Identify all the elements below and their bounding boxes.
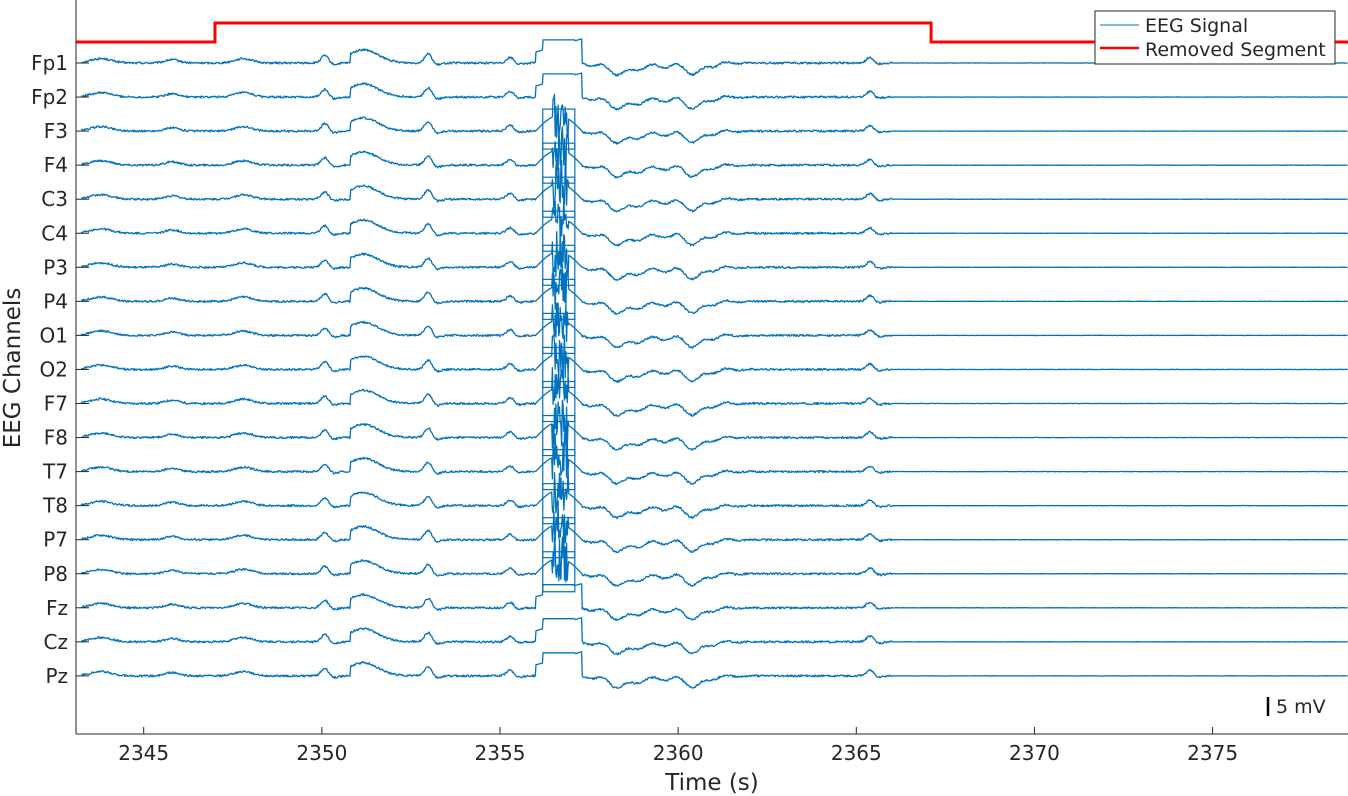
- channel-label: O2: [40, 357, 68, 381]
- eeg-trace-pz: [81, 651, 1348, 689]
- scale-bar: 5 mV: [1266, 696, 1326, 718]
- channel-label: F7: [44, 392, 68, 416]
- channel-label: Pz: [45, 664, 68, 688]
- legend-label-removed: Removed Segment: [1145, 39, 1326, 61]
- axes: [75, 0, 1348, 735]
- artifact-outline: [542, 380, 576, 423]
- x-tick-label: 2365: [831, 741, 882, 765]
- artifact-outline: [542, 176, 576, 218]
- legend-box: [1094, 10, 1336, 65]
- x-axis-label: Time (s): [664, 770, 759, 796]
- eeg-trace-fz: [80, 583, 1348, 622]
- eeg-trace-p8: [80, 536, 1348, 587]
- eeg-trace-p4: [81, 262, 1348, 315]
- x-tick-label: 2360: [653, 741, 704, 765]
- eeg-trace-c3: [81, 159, 1348, 213]
- channel-label: F8: [44, 426, 68, 450]
- artifact-outline: [542, 551, 576, 593]
- channel-label: O1: [40, 323, 68, 347]
- eeg-trace-o1: [80, 302, 1348, 349]
- eeg-trace-o2: [80, 334, 1348, 384]
- legend: EEG Signal Removed Segment: [1094, 10, 1336, 65]
- x-tick-label: 2370: [1009, 741, 1060, 765]
- eeg-trace-t8: [80, 468, 1348, 520]
- eeg-trace-c4: [80, 194, 1348, 247]
- channel-label: Fz: [46, 596, 68, 620]
- removed-segment-line: [76, 21, 1348, 44]
- artifact-outline: [542, 210, 576, 252]
- eeg-trace-t7: [80, 432, 1348, 486]
- y-axis-label: EEG Channels: [0, 288, 26, 449]
- x-tick-label: 2345: [118, 741, 169, 765]
- channel-label: P7: [43, 528, 68, 552]
- eeg-trace-f4: [80, 125, 1348, 179]
- eeg-trace-f7: [80, 365, 1348, 417]
- eeg-trace-fp2: [81, 72, 1348, 111]
- channel-label: P4: [43, 289, 68, 313]
- x-tick-label: 2355: [475, 741, 526, 765]
- channel-label: Cz: [44, 630, 68, 654]
- channel-label: C3: [41, 187, 68, 211]
- eeg-trace-cz: [81, 617, 1348, 656]
- channel-label: C4: [41, 221, 68, 245]
- x-tick-label: 2375: [1187, 741, 1238, 765]
- channel-label: Fp1: [31, 51, 68, 75]
- eeg-trace-f8: [81, 399, 1348, 451]
- channel-label: P8: [43, 562, 68, 586]
- channel-label: T8: [42, 494, 68, 518]
- scale-bar-label: 5 mV: [1276, 696, 1326, 718]
- channel-label: F4: [44, 153, 68, 177]
- channel-labels: Fp1 Fp2 F3 F4 C3 C4 P3 P4 O1 O2 F7 F8 T7 T8 P7 P8 Fz Cz Pz: [31, 51, 89, 688]
- eeg-trace-f3: [80, 93, 1348, 145]
- x-ticks: 2345 2350 2355 2360 2365 2370 2375: [118, 727, 1238, 765]
- removed-segment-trace: [76, 21, 1348, 44]
- channel-label: F3: [44, 119, 68, 143]
- eeg-trace-p3: [80, 230, 1348, 282]
- channel-label: P3: [43, 255, 68, 279]
- channel-label: T7: [42, 460, 68, 484]
- eeg-trace-p7: [81, 500, 1348, 554]
- legend-label-eeg: EEG Signal: [1145, 15, 1248, 37]
- eeg-traces: [80, 38, 1348, 689]
- x-tick-label: 2350: [296, 741, 347, 765]
- channel-label: Fp2: [31, 85, 68, 109]
